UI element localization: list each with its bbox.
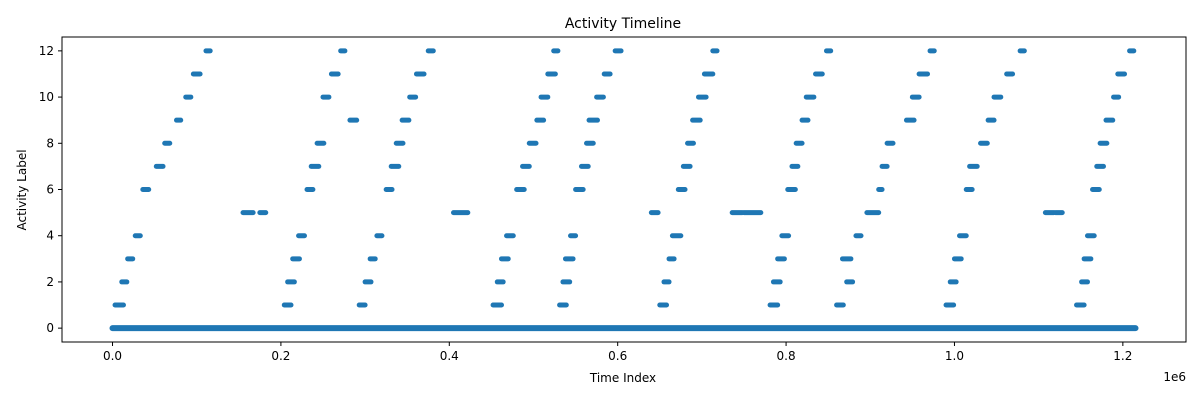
axes-frame [61, 36, 1187, 343]
y-axis: 0 2 4 6 8 10 12 [39, 44, 62, 335]
x-offset-text: 1e6 [1163, 370, 1186, 384]
x-tick-label: 0.0 [103, 349, 122, 363]
x-tick-label: 0.2 [271, 349, 290, 363]
x-tick-label: 0.8 [777, 349, 796, 363]
y-axis-label: Activity Label [15, 149, 29, 230]
x-tick-label: 0.4 [440, 349, 459, 363]
y-tick-label: 10 [39, 90, 54, 104]
y-tick-label: 6 [46, 183, 54, 197]
y-tick-label: 2 [46, 275, 54, 289]
y-tick-label: 8 [46, 136, 54, 150]
x-tick-label: 1.0 [945, 349, 964, 363]
x-tick-label: 0.6 [608, 349, 627, 363]
x-axis-label: Time Index [589, 371, 656, 385]
chart-title: Activity Timeline [565, 16, 681, 32]
plot-area [109, 48, 1139, 332]
x-axis: 0.0 0.2 0.4 0.6 0.8 1.0 1.2 [103, 342, 1132, 363]
y-tick-label: 12 [39, 44, 54, 58]
x-tick-label: 1.2 [1113, 349, 1132, 363]
y-tick-label: 4 [46, 229, 54, 243]
y-tick-label: 0 [46, 321, 54, 335]
